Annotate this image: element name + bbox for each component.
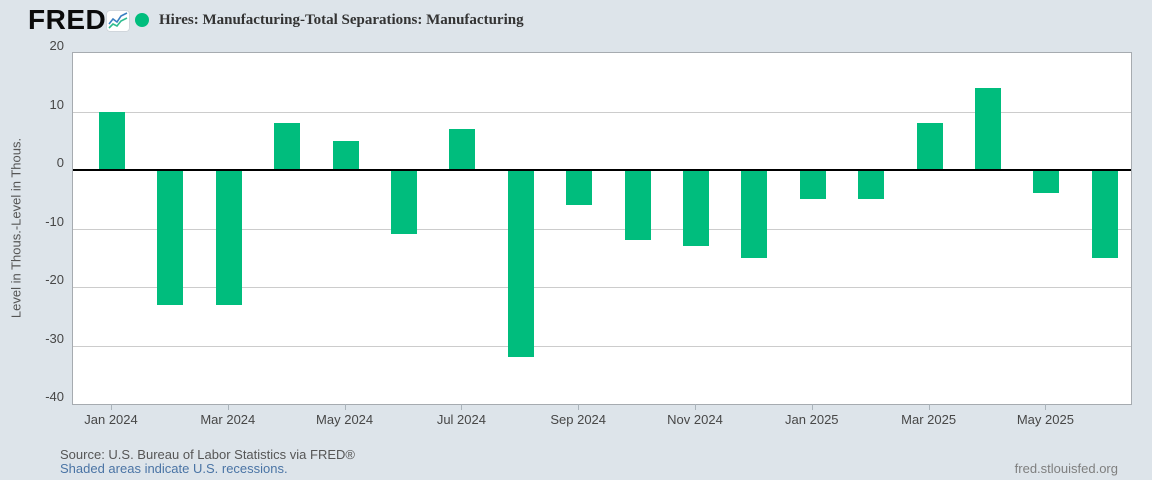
x-tick-label-Mar-2025: Mar 2025 [901, 412, 957, 427]
gridline--20 [73, 287, 1131, 288]
y-tick-label--10: -10 [45, 213, 64, 229]
bar-Jan-2024[interactable] [99, 111, 125, 170]
x-tick-label-Jan-2025: Jan 2025 [785, 412, 839, 427]
x-tick-label-Mar-2024: Mar 2024 [200, 412, 256, 427]
bar-Jun-2024[interactable] [391, 170, 417, 235]
bar-May-2025[interactable] [1033, 170, 1060, 194]
recessions-link[interactable]: Shaded areas indicate U.S. recessions. [60, 461, 288, 476]
source-note: Source: U.S. Bureau of Labor Statistics … [60, 447, 355, 462]
plot-area [72, 52, 1132, 405]
x-tick-mark [344, 404, 346, 410]
legend-label: Hires: Manufacturing-Total Separations: … [159, 12, 524, 28]
bar-Apr-2025[interactable] [975, 88, 1001, 170]
zero-line [73, 169, 1131, 171]
bar-Sep-2024[interactable] [566, 170, 593, 206]
bar-Mar-2024[interactable] [215, 170, 242, 305]
bar-Oct-2024[interactable] [624, 170, 651, 241]
bar-Jul-2024[interactable] [449, 129, 476, 170]
bar-Apr-2024[interactable] [274, 123, 301, 170]
y-tick-label-0: 0 [56, 155, 64, 170]
x-tick-mark [578, 404, 580, 410]
x-tick-label-Jan-2024: Jan 2024 [84, 412, 138, 427]
x-tick-label-Jul-2024: Jul 2024 [436, 412, 486, 427]
y-tick-label--40: -40 [45, 389, 64, 404]
gridline--30 [73, 345, 1131, 347]
x-tick-mark [111, 404, 112, 410]
x-tick-mark [227, 404, 229, 410]
site-url: fred.stlouisfed.org [1014, 461, 1118, 476]
bar-Feb-2024[interactable] [157, 170, 184, 305]
x-tick-label-Sep-2024: Sep 2024 [550, 412, 607, 427]
bar-Dec-2024[interactable] [741, 170, 768, 258]
x-tick-mark [811, 404, 813, 410]
x-tick-mark [928, 404, 930, 410]
y-tick-label--20: -20 [45, 272, 64, 287]
fred-logo-text: FRED [28, 4, 107, 35]
x-tick-mark [1045, 404, 1047, 410]
x-tick-label-May-2025: May 2025 [1016, 412, 1074, 427]
y-tick-label-10: 10 [49, 96, 64, 112]
bar-Mar-2025[interactable] [916, 123, 943, 170]
gridline-10 [73, 111, 1131, 113]
bar-Feb-2025[interactable] [858, 170, 885, 200]
x-tick-mark [461, 404, 463, 410]
x-tick-mark [695, 404, 696, 410]
bar-Jun-2025[interactable] [1091, 170, 1118, 258]
bar-Aug-2024[interactable] [507, 170, 534, 358]
gridline--10 [73, 228, 1131, 230]
line-chart-icon [106, 10, 130, 32]
bar-May-2024[interactable] [332, 140, 359, 170]
bar-Jan-2025[interactable] [799, 170, 826, 200]
header: FRED® Hires: Manufacturing-Total Separat… [0, 0, 1152, 44]
fred-logo[interactable]: FRED® [28, 4, 113, 36]
x-tick-label-May-2024: May 2024 [316, 412, 374, 427]
y-tick-label-20: 20 [49, 38, 64, 53]
legend-marker [135, 13, 149, 27]
y-tick-label--30: -30 [45, 330, 64, 346]
bar-Nov-2024[interactable] [683, 170, 709, 247]
x-tick-label-Nov-2024: Nov 2024 [667, 412, 723, 427]
